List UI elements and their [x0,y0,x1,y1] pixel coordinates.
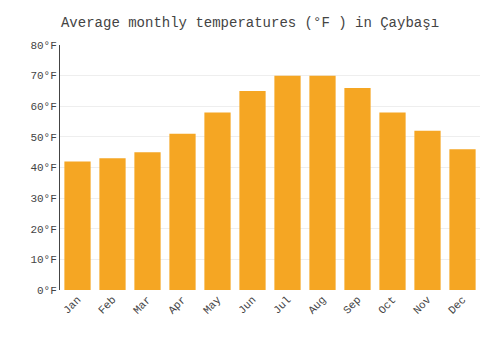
svg-text:Jul: Jul [271,294,293,316]
svg-text:20°F: 20°F [30,224,56,236]
svg-text:80°F: 80°F [30,40,56,52]
svg-text:Jan: Jan [61,294,83,316]
svg-text:30°F: 30°F [30,193,56,205]
svg-text:Oct: Oct [376,294,398,316]
svg-text:Apr: Apr [166,294,188,316]
svg-text:Feb: Feb [96,294,118,316]
svg-text:May: May [201,294,224,317]
svg-text:60°F: 60°F [30,101,56,113]
svg-text:Mar: Mar [131,294,153,316]
svg-text:Nov: Nov [411,294,434,317]
svg-text:0°F: 0°F [37,285,57,297]
svg-text:Sep: Sep [341,294,363,316]
svg-text:70°F: 70°F [30,70,56,82]
svg-text:10°F: 10°F [30,254,56,266]
svg-text:40°F: 40°F [30,162,56,174]
svg-text:Jun: Jun [236,294,258,316]
svg-text:Average monthly temperatures (: Average monthly temperatures (°F ) in Ça… [61,15,439,31]
svg-text:Aug: Aug [306,294,328,316]
svg-text:50°F: 50°F [30,132,56,144]
svg-text:Dec: Dec [446,294,468,316]
